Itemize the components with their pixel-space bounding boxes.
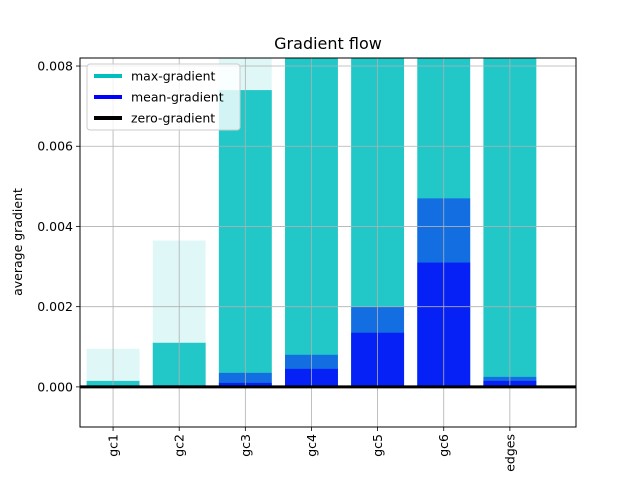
y-tick-label-1: 0.002 [37,299,73,314]
x-tick-label-gc4: gc4 [304,434,319,457]
x-tick-label-gc2: gc2 [172,434,187,457]
y-tick-label-2: 0.004 [37,219,73,234]
legend-label-mean-gradient: mean-gradient [131,90,224,105]
y-tick-label-3: 0.006 [37,139,73,154]
y-tick-label-4: 0.008 [37,59,73,74]
x-tick-label-gc6: gc6 [436,434,451,457]
legend: max-gradient mean-gradient zero-gradient [86,63,241,131]
y-axis-ticks: 0.000 0.002 0.004 0.006 0.008 [37,59,80,394]
x-tick-label-gc1: gc1 [106,434,121,457]
legend-label-zero-gradient: zero-gradient [131,111,215,126]
x-tick-label-edges: edges [502,434,517,472]
x-axis-ticks: gc1 gc2 gc3 gc4 gc5 gc6 edges [106,427,517,472]
legend-label-max-gradient: max-gradient [131,69,215,84]
legend-box [86,63,241,131]
chart-title: Gradient flow [274,34,382,53]
y-tick-label-0: 0.000 [37,379,73,394]
y-axis-label: average gradient [10,188,25,296]
x-tick-label-gc3: gc3 [238,434,253,457]
x-tick-label-gc5: gc5 [370,434,385,457]
plot-frame [79,57,577,428]
